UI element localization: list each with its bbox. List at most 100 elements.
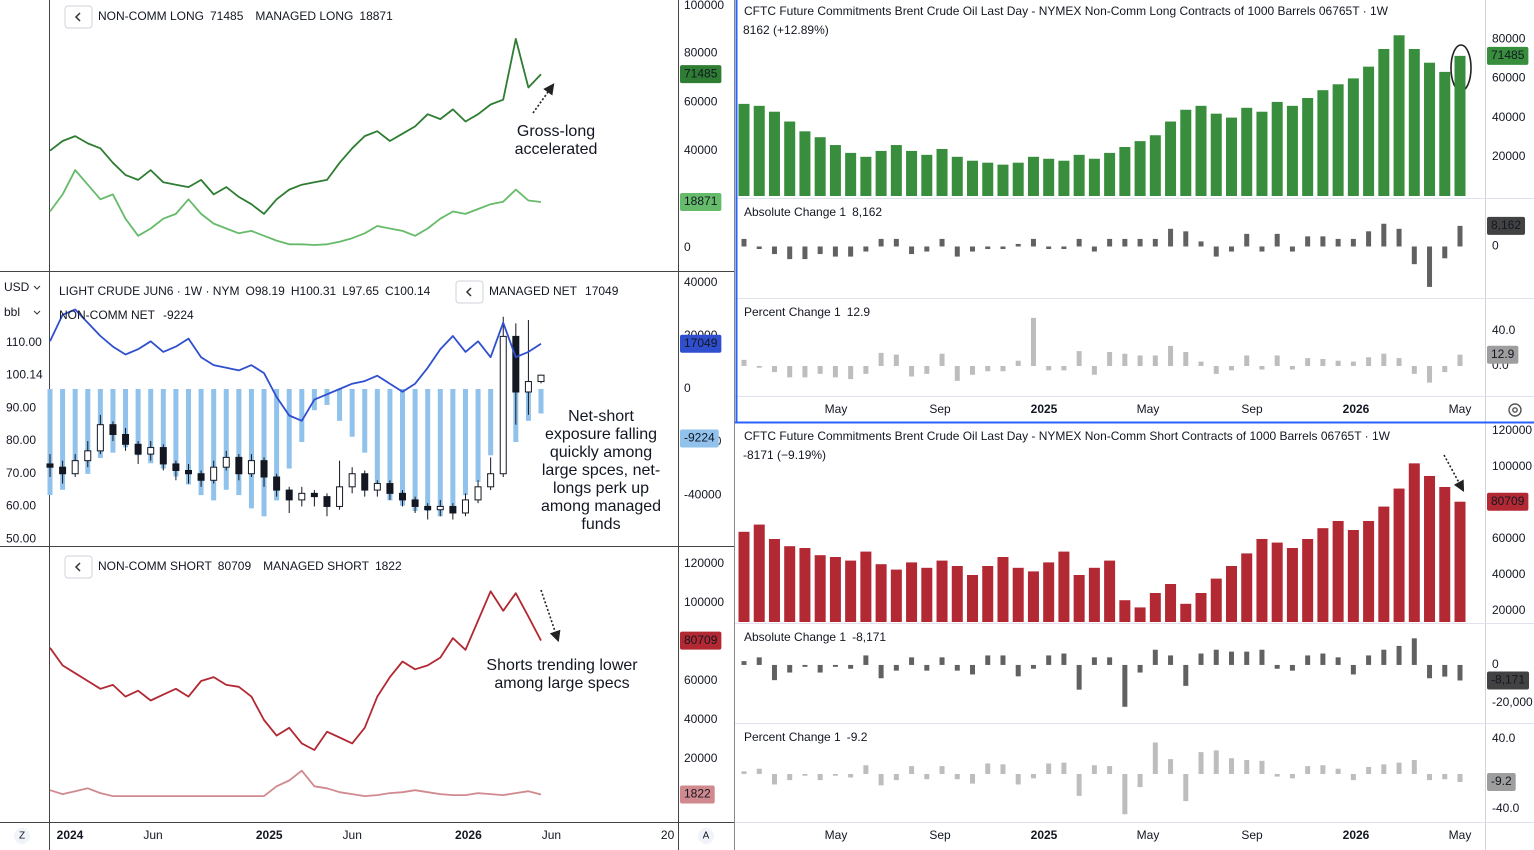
bar [1378, 49, 1390, 196]
change-bar [1396, 762, 1402, 774]
bar [1165, 584, 1177, 622]
x-tick-label: May [825, 402, 848, 416]
collapse-button[interactable] [64, 555, 93, 579]
bar [906, 150, 918, 196]
last-value-badge: 17049 [680, 334, 722, 353]
button-icon [465, 287, 472, 297]
change-bar [1183, 773, 1189, 802]
bar [1439, 486, 1451, 622]
change-bar [893, 773, 899, 781]
histogram-bar [462, 389, 468, 496]
bar [1332, 520, 1344, 622]
candle-body [147, 447, 155, 455]
button-box [64, 555, 93, 579]
y-tick-label: 40000 [1492, 567, 1526, 581]
histogram-bar [236, 389, 242, 496]
histogram-bar [425, 389, 431, 511]
legend-name: MANAGED LONG [255, 9, 353, 23]
change-bar [1183, 231, 1189, 247]
change-bar [1015, 664, 1021, 677]
badge-text: 8,162 [1491, 218, 1521, 232]
y-tick-label: 20000 [1492, 603, 1526, 617]
change-bar [741, 771, 747, 774]
button-circle [698, 828, 714, 844]
candle-body [424, 505, 432, 511]
change-bar [1457, 664, 1463, 681]
change-bar [985, 365, 991, 372]
change-bar [924, 773, 930, 780]
change-bar [1411, 365, 1417, 374]
y-tick-label: 60000 [684, 673, 718, 687]
badge-bg [1487, 773, 1516, 792]
candle-body [348, 473, 356, 488]
change-bar [1015, 360, 1021, 366]
change-label: 8162 (+12.89%) [743, 23, 829, 37]
settings-icon[interactable] [1508, 403, 1522, 417]
collapse-button[interactable] [455, 280, 484, 304]
x-tick-label: Jun [343, 828, 362, 842]
change-bar [817, 365, 823, 374]
ohlc-prefix: L [342, 284, 349, 298]
badge-text: 17049 [684, 336, 718, 350]
badge-text: 12.9 [1491, 347, 1515, 361]
change-bar [1122, 773, 1128, 815]
change-bar [1259, 246, 1265, 252]
histogram-bar [324, 389, 330, 405]
badge-bg [680, 193, 722, 212]
bar [1134, 141, 1146, 196]
candle-body [285, 489, 293, 501]
y-tick-label: 100000 [1492, 459, 1532, 473]
line-series [49, 769, 542, 797]
legend-value: 17049 [585, 284, 619, 298]
change-bar [985, 246, 991, 250]
bar [1134, 607, 1146, 622]
bar [1027, 571, 1039, 622]
pane-legend-value: -9.2 [847, 730, 868, 744]
change-bar [893, 238, 899, 247]
y2-tick-label: 0 [684, 381, 691, 395]
collapse-button[interactable] [64, 5, 93, 29]
candle-body [361, 473, 369, 491]
y-tick-label: 80.00 [6, 433, 36, 447]
last-value-badge: 80709 [1487, 492, 1529, 511]
change-bar [1289, 365, 1295, 370]
change-bar [1320, 765, 1326, 774]
x-tick-label: May [1449, 828, 1472, 842]
annotation: Gross-long [517, 123, 595, 140]
change-bar [1366, 231, 1372, 247]
bar [967, 575, 979, 622]
bar [1165, 121, 1177, 196]
change-bar [1091, 365, 1097, 375]
bar [1012, 162, 1024, 196]
annotation: funds [581, 516, 620, 533]
change-bar [817, 664, 823, 673]
symbol-legend: LIGHT CRUDE JUN6 · 1W · NYM O98.19 H100.31… [59, 284, 431, 298]
chevron [33, 285, 41, 290]
scale-button[interactable]: A [698, 828, 714, 844]
bar [845, 560, 857, 622]
bar [1027, 156, 1039, 196]
change-bar [939, 238, 945, 247]
change-bar [1015, 773, 1021, 785]
unit-selector: bbl [4, 305, 20, 319]
change-bar [848, 365, 854, 380]
y-tick-label: 20000 [684, 751, 718, 765]
change-bar [954, 246, 960, 257]
candle-body [499, 335, 507, 475]
y-tick-label: 40000 [684, 712, 718, 726]
scale-button[interactable]: Z [14, 828, 30, 844]
change-bar [1350, 238, 1356, 247]
change-bar [1107, 766, 1113, 774]
badge-text: 1822 [684, 787, 711, 801]
x-tick-label: Jun [143, 828, 162, 842]
change-bar [787, 246, 793, 260]
bar [1180, 603, 1192, 622]
y-tick-label: 80000 [684, 46, 718, 60]
annotation: large spces, net- [542, 462, 660, 479]
histogram-bar [286, 389, 292, 469]
ohlc-value: 98.19 [255, 284, 285, 298]
x-tick-label: May [1137, 402, 1160, 416]
change-bar [1396, 228, 1402, 247]
change-bar [1411, 759, 1417, 774]
